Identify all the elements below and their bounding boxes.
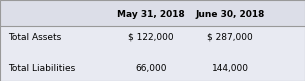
Text: $ 122,000: $ 122,000 bbox=[128, 33, 174, 42]
Text: June 30, 2018: June 30, 2018 bbox=[196, 10, 265, 19]
Text: Total Assets: Total Assets bbox=[8, 33, 61, 42]
Text: 66,000: 66,000 bbox=[135, 64, 167, 73]
Text: Total Liabilities: Total Liabilities bbox=[8, 64, 75, 73]
Text: $ 287,000: $ 287,000 bbox=[207, 33, 253, 42]
Bar bbox=[0, 0, 305, 26]
Text: May 31, 2018: May 31, 2018 bbox=[117, 10, 185, 19]
Text: 144,000: 144,000 bbox=[212, 64, 249, 73]
